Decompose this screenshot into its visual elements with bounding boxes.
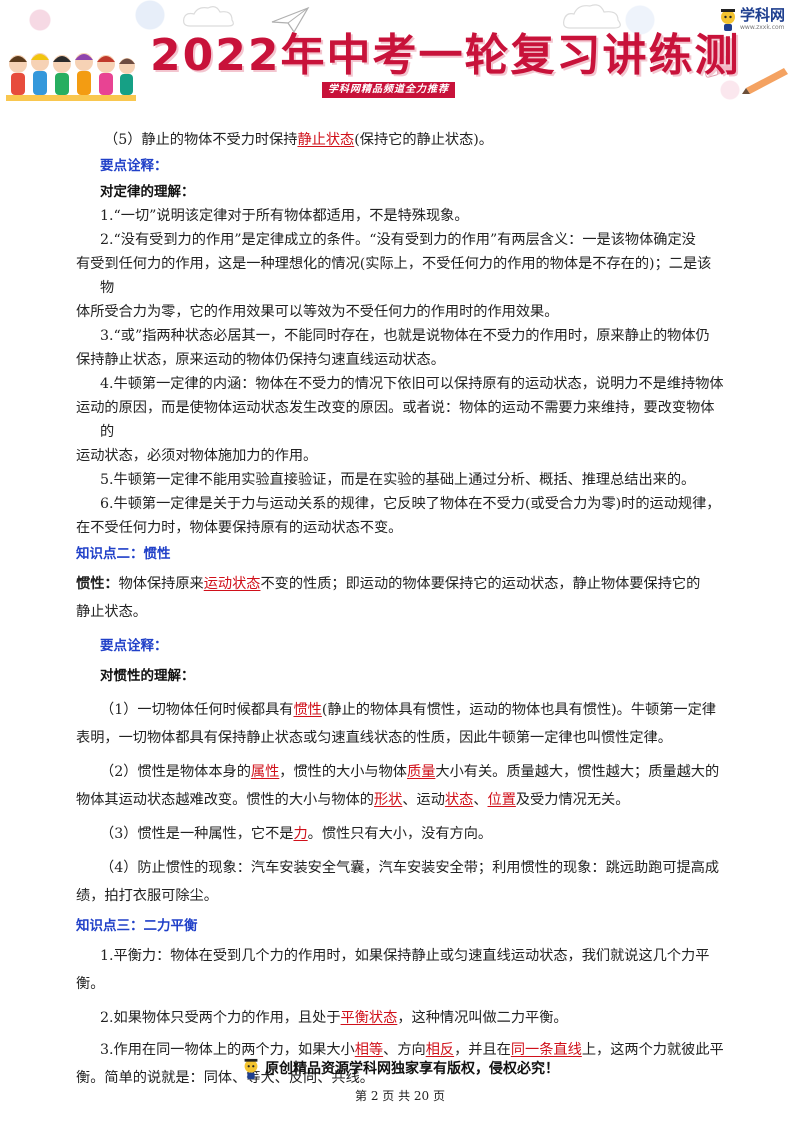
page-number: 第 2 页 共 20 页 [355, 1089, 445, 1103]
list-item: （4）防止惯性的现象：汽车安装安全气囊，汽车安装安全带；利用惯性的现象：跳远助跑… [76, 860, 720, 904]
document-body: （5）静止的物体不受力时保持静止状态(保持它的静止状态)。 要点诠释： 对定律的… [76, 128, 725, 1092]
highlight-term: 属性 [250, 764, 280, 780]
highlight-term: 位置 [487, 792, 516, 808]
cloud-icon [563, 4, 621, 29]
paper-plane-icon [271, 6, 310, 34]
highlight-term: 相反 [425, 1042, 455, 1058]
paragraph: （5）静止的物体不受力时保持静止状态(保持它的静止状态)。 [104, 132, 493, 148]
highlight-term: 平衡状态 [340, 1010, 398, 1026]
mascot-icon [244, 1058, 258, 1080]
logo-text: 学科网 [740, 6, 786, 24]
section-heading: 要点诠释： [100, 158, 168, 174]
copyright-notice: 原创精品资源学科网独家享有版权，侵权必究！ [0, 1058, 800, 1080]
list-item: 3.作用在同一物体上的两个力，如果大小相等、方向相反，并且在同一条直线上，这两个… [76, 1042, 724, 1086]
section-heading: 知识点三：二力平衡 [76, 918, 198, 934]
cloud-icon [183, 6, 234, 27]
highlight-term: 运动状态 [203, 576, 261, 592]
highlight-term: 静止状态 [297, 132, 355, 148]
highlight-term: 惯性 [293, 702, 322, 718]
list-item: 2.如果物体只受两个力的作用，且处于平衡状态，这种情况叫做二力平衡。 [100, 1010, 568, 1026]
header-banner: 2022年中考一轮复习讲练测 学科网精品频道全力推荐 学科网 www.zxxk.… [0, 0, 800, 112]
highlight-term: 同一条直线 [510, 1042, 582, 1058]
highlight-term: 力 [293, 826, 308, 842]
list-item: 4.牛顿第一定律的内涵：物体在不受力的情况下依旧可以保持原有的运动状态，说明力不… [76, 376, 724, 464]
list-item: （1）一切物体任何时候都具有惯性(静止的物体具有惯性，运动的物体也具有惯性)。牛… [76, 702, 716, 746]
section-heading: 要点诠释： [100, 638, 168, 654]
list-item: 3.“或”指两种状态必居其一，不能同时存在，也就是说物体在不受力的作用时，原来静… [76, 328, 710, 368]
paragraph: 惯性：物体保持原来运动状态不变的性质；即运动的物体要保持它的运动状态，静止物体要… [76, 576, 701, 620]
list-item: 5.牛顿第一定律不能用实验直接验证，而是在实验的基础上通过分析、概括、推理总结出… [100, 472, 696, 488]
list-item: 2.“没有受到力的作用”是定律成立的条件。“没有受到力的作用”有两层含义：一是该… [76, 232, 712, 320]
logo-url: www.zxxk.com [740, 24, 785, 31]
highlight-term: 相等 [354, 1042, 384, 1058]
highlight-term: 质量 [407, 764, 436, 780]
children-illustration-icon [6, 53, 136, 101]
subsection-heading: 对惯性的理解： [100, 668, 195, 684]
subsection-heading: 对定律的理解： [100, 184, 195, 200]
list-item: 1.“一切”说明该定律对于所有物体都适用，不是特殊现象。 [100, 208, 469, 224]
section-heading: 知识点二：惯性 [76, 546, 171, 562]
logo-mascot-icon [721, 9, 735, 31]
site-logo[interactable]: 学科网 www.zxxk.com [718, 6, 794, 36]
header-subtitle: 学科网精品频道全力推荐 [322, 82, 455, 98]
copyright-text: 原创精品资源学科网独家享有版权，侵权必究！ [265, 1061, 559, 1077]
list-item: （3）惯性是一种属性，它不是力。惯性只有大小，没有方向。 [100, 826, 493, 842]
list-item: （2）惯性是物体本身的属性，惯性的大小与物体质量大小有关。质量越大，惯性越大；质… [76, 764, 720, 808]
highlight-term: 状态 [444, 792, 474, 808]
stationery-icon [702, 55, 788, 94]
highlight-term: 形状 [373, 792, 403, 808]
page-title: 2022年中考一轮复习讲练测 [150, 30, 741, 81]
list-item: 6.牛顿第一定律是关于力与运动关系的规律，它反映了物体在不受力(或受合力为零)时… [76, 496, 721, 536]
list-item: 1.平衡力：物体在受到几个力的作用时，如果保持静止或匀速直线运动状态，我们就说这… [76, 948, 710, 992]
